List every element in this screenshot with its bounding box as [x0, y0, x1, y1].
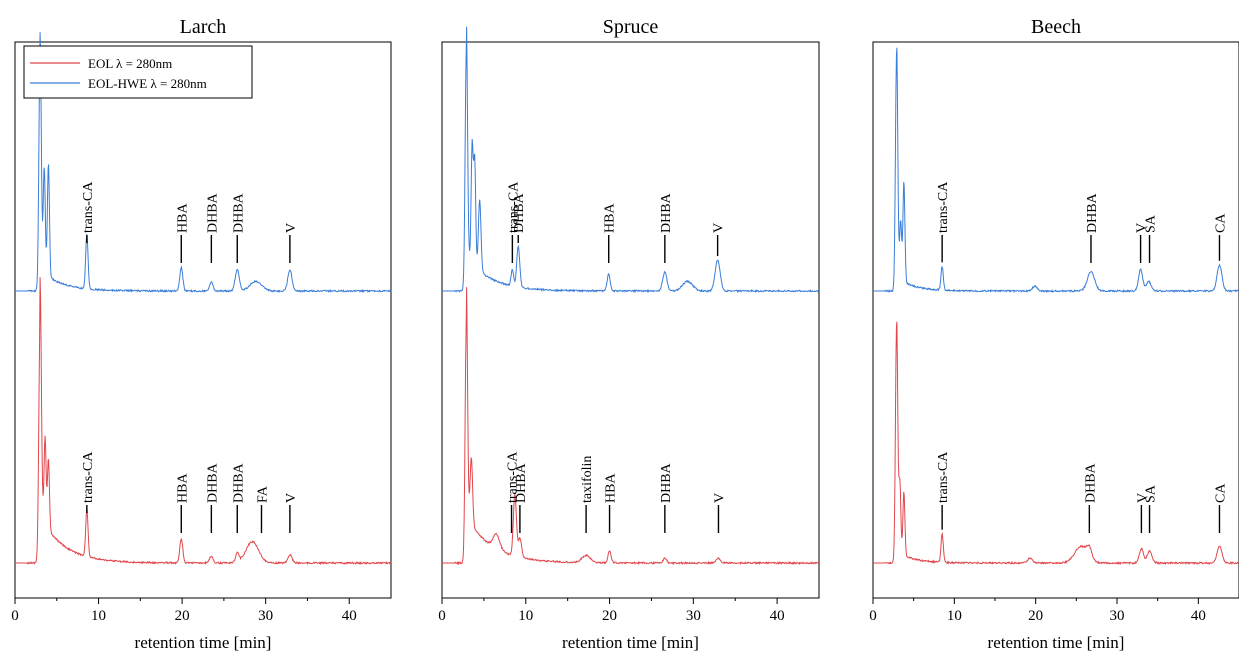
peak-label: DHBA: [231, 462, 246, 503]
panel-title: Beech: [1031, 16, 1081, 38]
peak-label: V: [1135, 493, 1150, 503]
peak-label: V: [713, 493, 728, 503]
peak-label: SA: [1144, 484, 1159, 503]
x-tick-label: 10: [518, 608, 533, 624]
peak-label: DHBA: [205, 462, 220, 503]
peak-label: trans-CA: [506, 181, 521, 233]
plot-frame: [14, 41, 392, 599]
peak-label: CA: [1214, 483, 1229, 503]
peak-label: DHBA: [659, 192, 674, 233]
x-tick-label: 30: [258, 608, 273, 624]
peak-label: V: [712, 223, 727, 233]
peak-label: trans-CA: [81, 181, 96, 233]
peak-label: DHBA: [205, 192, 220, 233]
panel-title: Larch: [180, 16, 227, 38]
panel-1: Spruce 0 10 20 30 40 retention time [min] trans…: [438, 16, 820, 652]
peak-label: CA: [1214, 213, 1229, 233]
series-line-eol-hwe: [873, 47, 1239, 294]
x-tick-label: 30: [1110, 608, 1125, 624]
peak-label: DHBA: [659, 462, 674, 503]
x-tick-label: 40: [342, 608, 357, 624]
peak-label: HBA: [603, 203, 618, 233]
peak-label: trans-CA: [81, 451, 96, 503]
peak-label: FA: [256, 485, 271, 503]
x-tick-label: 40: [1191, 608, 1206, 624]
peak-label: trans-CA: [506, 451, 521, 503]
peak-label: taxifolin: [580, 456, 595, 503]
peak-label: trans-CA: [936, 181, 951, 233]
x-tick-label: 0: [11, 608, 19, 624]
peak-label: DHBA: [231, 192, 246, 233]
legend-box: [23, 45, 253, 99]
peak-label: DHBA: [1085, 192, 1100, 233]
panel-2: Beech 0 10 20 30 40 retention time [min] trans-…: [869, 16, 1239, 652]
x-tick-label: 0: [869, 608, 877, 624]
x-tick-label: 10: [91, 608, 106, 624]
peak-label: DHBA: [1083, 462, 1098, 503]
x-tick-label: 10: [947, 608, 962, 624]
peak-label: DHBA: [512, 192, 527, 233]
x-axis-label: retention time [min]: [135, 633, 272, 652]
x-axis-label: retention time [min]: [988, 633, 1125, 652]
x-tick-label: 20: [602, 608, 617, 624]
x-tick-label: 20: [175, 608, 190, 624]
series-line-eol: [442, 287, 820, 566]
legend-label: EOL λ = 280nm: [88, 56, 172, 71]
peak-label: V: [1135, 223, 1150, 233]
peak-label: HBA: [175, 473, 190, 503]
peak-label: HBA: [604, 473, 619, 503]
x-tick-label: 0: [438, 608, 446, 624]
peak-label: DHBA: [514, 462, 529, 503]
plot-frame: [441, 41, 820, 599]
plot-frame: [872, 41, 1239, 599]
x-tick-label: 40: [770, 608, 785, 624]
x-tick-label: 30: [686, 608, 701, 624]
series-line-eol: [873, 321, 1239, 566]
peak-label: trans-CA: [936, 451, 951, 503]
series-line-eol: [15, 277, 392, 566]
peak-label: V: [284, 493, 299, 503]
peak-label: V: [284, 223, 299, 233]
panel-0: Larch 0 10 20 30 40 retention time [min] trans-…: [11, 16, 392, 652]
legend-label: EOL-HWE λ = 280nm: [88, 76, 207, 91]
x-tick-label: 20: [1028, 608, 1043, 624]
peak-label: HBA: [175, 203, 190, 233]
legend: EOL λ = 280nm EOL-HWE λ = 280nm: [23, 45, 253, 99]
x-axis-label: retention time [min]: [562, 633, 699, 652]
peak-label: SA: [1144, 214, 1159, 233]
series-line-eol-hwe: [442, 26, 820, 294]
panel-title: Spruce: [603, 16, 659, 38]
